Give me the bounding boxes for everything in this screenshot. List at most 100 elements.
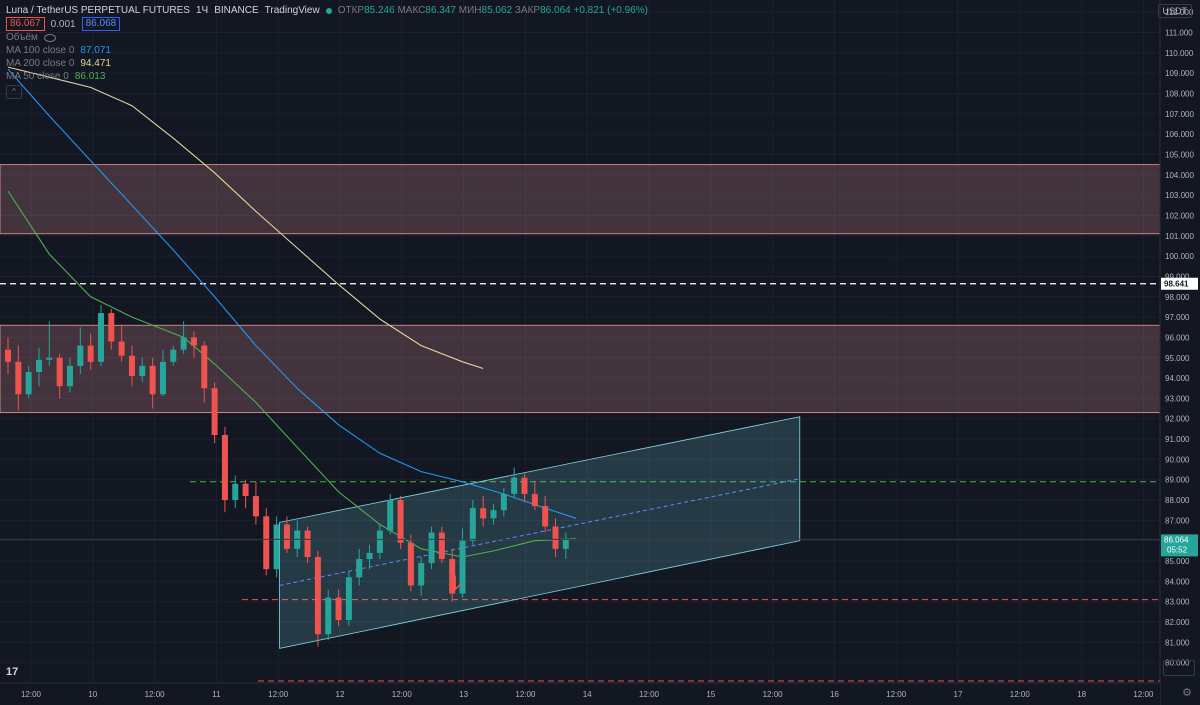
price-tick-label: 84.000 [1165,577,1190,586]
time-axis-background [0,683,1160,705]
candle-body [397,500,404,543]
time-tick-label: 12:00 [1133,690,1154,699]
buy-price-box[interactable]: 86.068 [81,17,121,31]
candle-body [232,483,239,501]
candle-body [480,508,487,519]
price-tick-label: 90.000 [1165,455,1190,464]
candle-body [542,506,549,527]
price-tick-label: 85.000 [1165,557,1190,566]
tradingview-logo[interactable]: 17 [6,666,19,678]
candle-body [180,337,187,350]
close-value: 86.064 [540,5,571,16]
price-tick-label: 83.000 [1165,598,1190,607]
time-tick-label: 12:00 [145,690,166,699]
price-tick-label: 81.000 [1165,638,1190,647]
time-tick-label: 12:00 [763,690,784,699]
indicator-ma100[interactable]: MA 100 close 0 87.071 [6,44,648,57]
candle-body [335,597,342,620]
indicator-ma50[interactable]: MA 50 close 0 86.013 [6,70,648,83]
sell-price-box[interactable]: 86.067 [6,17,45,31]
price-tick-label: 111.000 [1165,29,1193,38]
time-tick-label: 10 [88,690,97,699]
symbol-name[interactable]: Luna / TetherUS PERPETUAL FUTURES [6,5,190,16]
candle-body [56,357,63,387]
indicator-label: MA 200 close 0 [6,58,75,69]
time-tick-label: 18 [1077,690,1086,699]
volume-label[interactable]: Объём [6,32,38,43]
candle-body [159,361,166,395]
price-tick-label: 96.000 [1165,333,1190,342]
time-tick-label: 14 [583,690,592,699]
resistance-zone [0,164,1161,235]
price-tick-label: 97.000 [1165,313,1190,322]
price-tick-label: 100.000 [1165,252,1194,261]
indicator-value: 86.013 [74,71,106,82]
candle-body [118,341,125,356]
price-tick-label: 107.000 [1165,110,1194,119]
candle-body [500,493,507,511]
exchange-label: BINANCE [214,5,259,16]
candle-body [531,493,538,507]
time-tick-label: 11 [212,690,221,699]
indicator-label: MA 50 close 0 [6,71,69,82]
price-tick-label: 88.000 [1165,496,1190,505]
price-box-row: 86.067 0.001 86.068 [6,17,648,31]
ma50-line [7,190,577,558]
time-tick-label: 12:00 [392,690,413,699]
candle-body [490,510,497,519]
candle-body [77,345,84,366]
candle-body [97,313,104,362]
time-tick-label: 12:00 [21,690,42,699]
candle-body [139,365,146,377]
symbol-row: Luna / TetherUS PERPETUAL FUTURES 1Ч BIN… [6,4,648,17]
collapse-legend-icon[interactable]: ^ [6,85,22,99]
time-tick-label: 12:00 [515,690,536,699]
indicator-value: 87.071 [80,45,111,56]
price-tick-label: 109.000 [1165,69,1194,78]
price-tick-label: 104.000 [1165,171,1194,180]
indicator-label: MA 100 close 0 [6,45,75,56]
candle-body [459,540,466,594]
price-tick-label: 92.000 [1165,415,1190,424]
gear-icon[interactable]: ⚙ [1182,687,1192,699]
source-label: TradingView [264,5,320,16]
candle-body [438,532,445,560]
price-tick-label: 95.000 [1165,354,1190,363]
key-level-label: 98.641 [1164,280,1189,289]
currency-button[interactable]: USDT [1157,4,1192,18]
price-tick-label: 98.000 [1165,293,1190,302]
interval-label[interactable]: 1Ч [195,5,209,16]
time-tick-label: 13 [459,690,468,699]
candle-body [325,597,332,635]
high-label: МАКС [397,5,426,16]
candle-body [263,516,270,570]
candle-body [87,345,94,362]
candle-body [35,359,42,372]
close-label: ЗАКР [514,5,541,16]
candle-body [242,483,249,496]
candle-body [128,355,135,377]
eye-icon[interactable] [43,33,56,42]
candle-body [15,361,22,395]
candle-body [552,526,559,549]
candle-body [201,345,208,389]
channel-midline [279,478,800,586]
low-label: МИН [458,5,482,16]
price-tick-label: 112.000 [1165,8,1194,17]
candle-body [376,530,383,553]
time-tick-label: 12:00 [886,690,907,699]
indicator-ma200[interactable]: MA 200 close 0 94.471 [6,57,648,70]
ohlc-readout: ОТКР85.246 МАКС86.347 МИН85.062 ЗАКР86.0… [338,4,648,17]
time-tick-label: 17 [954,690,963,699]
low-value: 85.062 [481,5,513,16]
current-price-tag [1161,534,1198,557]
candle-body [449,559,456,594]
time-tick-label: 12 [336,690,345,699]
chart-legend: Luna / TetherUS PERPETUAL FUTURES 1Ч BIN… [6,4,648,99]
candle-body [366,552,373,560]
axis-scale-button[interactable] [1163,660,1195,676]
candle-body [5,349,11,362]
price-tick-label: 82.000 [1165,618,1190,627]
